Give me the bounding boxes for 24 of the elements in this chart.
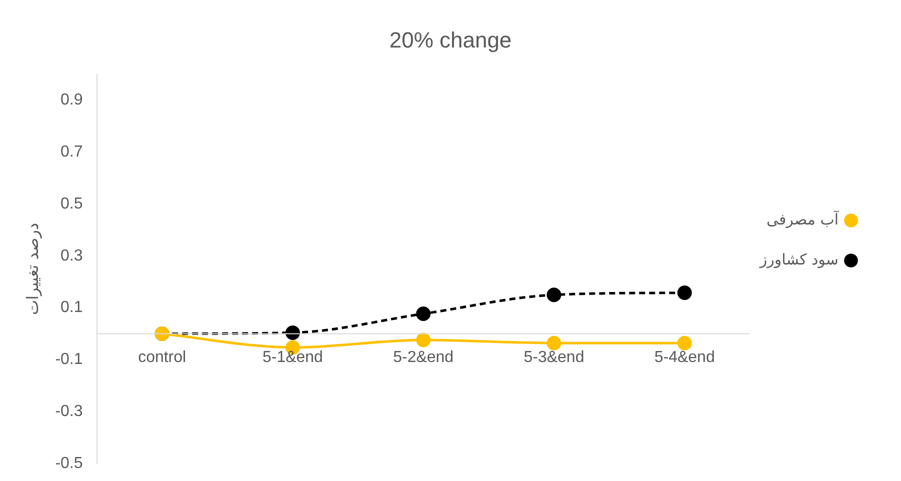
point (677, 286, 692, 300)
y-tick-label: 0.5 (60, 195, 83, 212)
point (416, 332, 431, 348)
y-tick-label: -0.3 (55, 402, 83, 420)
x-tick-label: 5-2&end (393, 349, 454, 366)
point (546, 336, 562, 350)
x-tick-label: 5-4&end (654, 349, 715, 366)
y-tick-label: 0.9 (60, 92, 83, 109)
legend-label: سود کشاورز (758, 250, 838, 268)
x-tick-label: control (138, 349, 186, 366)
x-tick-label: 5-3&end (524, 349, 584, 366)
x-tick-label: 5-1&end (262, 349, 323, 366)
chart-title: 20% change (389, 27, 512, 52)
point (285, 325, 300, 340)
point (546, 288, 562, 302)
y-tick-label: 0.7 (60, 144, 83, 161)
y-axis-title: درصد تغییرات (22, 222, 42, 315)
point (677, 336, 692, 350)
legend-label: آب مصرفی (766, 209, 840, 228)
y-tick-label: -0.5 (55, 454, 83, 472)
y-tick-label: -0.1 (55, 351, 83, 368)
y-tick-label: 0.1 (60, 299, 83, 316)
y-tick-label: 0.3 (60, 247, 83, 264)
point (416, 306, 431, 322)
